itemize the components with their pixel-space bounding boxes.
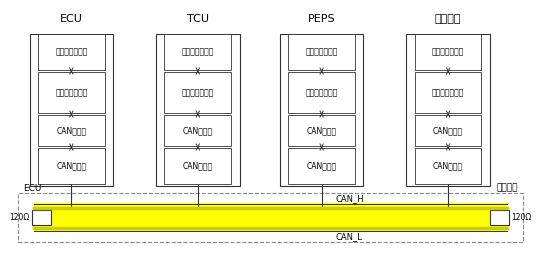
Text: 120Ω: 120Ω [9,214,30,222]
Text: CAN收发器: CAN收发器 [183,162,213,170]
Text: CAN收发器: CAN收发器 [307,162,337,170]
Text: CAN控制器: CAN控制器 [183,126,213,135]
Text: 控制单元处理器: 控制单元处理器 [432,88,464,97]
Bar [38,72,105,113]
Bar [164,115,231,146]
Bar [156,34,240,186]
Bar [164,34,231,70]
Bar [38,148,105,184]
Bar [288,115,355,146]
Text: 控制单元处理器: 控制单元处理器 [55,88,88,97]
Text: CAN_L: CAN_L [335,232,362,241]
Text: CAN收发器: CAN收发器 [433,162,463,170]
Bar [415,72,481,113]
Bar [280,34,364,186]
Bar [288,148,355,184]
Bar [164,148,231,184]
Text: 控制单元处理器: 控制单元处理器 [306,88,338,97]
Text: ECU: ECU [23,184,41,193]
Bar [30,34,113,186]
Bar [164,72,231,113]
Bar [415,34,481,70]
Text: 组合仪表: 组合仪表 [435,14,461,24]
Bar [490,210,509,226]
Bar [288,72,355,113]
Text: CAN控制器: CAN控制器 [433,126,463,135]
Bar [17,193,524,242]
Bar [406,34,490,186]
Bar [32,210,51,226]
Text: 120Ω: 120Ω [511,214,532,222]
Bar [288,34,355,70]
Bar [415,148,481,184]
Text: PEPS: PEPS [308,14,335,24]
Text: 控制单元处理器: 控制单元处理器 [182,88,214,97]
Text: 传感器，执行器: 传感器，执行器 [55,48,88,57]
Text: CAN收发器: CAN收发器 [56,162,87,170]
Text: 传感器，执行器: 传感器，执行器 [432,48,464,57]
Text: CAN_H: CAN_H [335,194,364,203]
Text: CAN控制器: CAN控制器 [56,126,87,135]
Text: ECU: ECU [60,14,83,24]
Text: TCU: TCU [187,14,209,24]
Bar [415,115,481,146]
Text: 组合仪表: 组合仪表 [497,184,518,193]
Bar [38,34,105,70]
Text: 传感器，执行器: 传感器，执行器 [182,48,214,57]
Text: 传感器，执行器: 传感器，执行器 [306,48,338,57]
Bar [38,115,105,146]
Bar [34,203,507,231]
Text: CAN控制器: CAN控制器 [307,126,337,135]
